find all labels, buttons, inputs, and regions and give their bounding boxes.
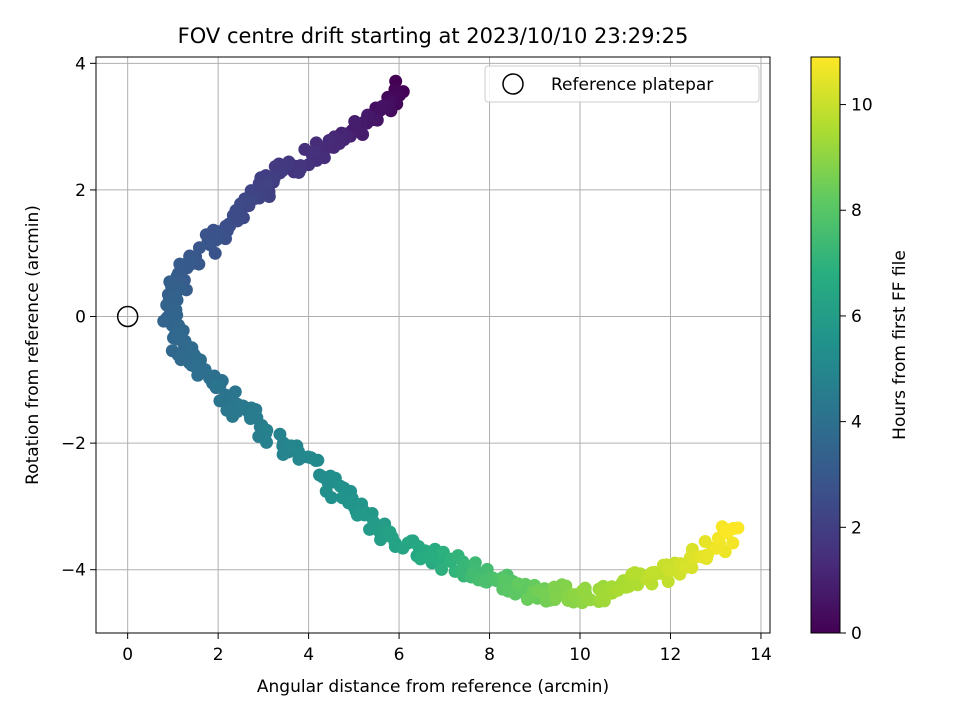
data-point xyxy=(413,552,427,566)
colorbar-tick-label: 6 xyxy=(851,307,862,327)
data-point xyxy=(508,587,522,601)
data-point xyxy=(711,541,725,555)
y-tick-label: 0 xyxy=(75,308,86,328)
colorbar-tick-label: 0 xyxy=(851,624,862,644)
data-point xyxy=(726,536,740,550)
data-point xyxy=(273,427,287,441)
data-point xyxy=(311,453,325,467)
colorbar-tick-label: 8 xyxy=(851,201,862,221)
data-point xyxy=(292,165,306,179)
data-point xyxy=(698,535,712,549)
data-point xyxy=(192,241,206,255)
y-tick-label: −2 xyxy=(61,434,86,454)
x-axis-ticks: 0 2 4 6 8 10 12 14 xyxy=(122,633,772,665)
data-point xyxy=(423,550,437,564)
legend-box xyxy=(484,65,760,103)
data-point xyxy=(259,435,273,449)
legend-entry-label: Reference platepar xyxy=(551,75,713,95)
data-point xyxy=(550,590,564,604)
data-point xyxy=(645,566,659,580)
reference-point-marker xyxy=(116,305,139,328)
data-point xyxy=(547,580,561,594)
data-point xyxy=(511,577,525,591)
data-point xyxy=(324,491,338,505)
data-point xyxy=(291,445,305,459)
data-point xyxy=(727,522,741,536)
colorbar-tick-label: 2 xyxy=(851,518,862,538)
data-point xyxy=(498,573,512,587)
data-point xyxy=(575,584,589,598)
data-point xyxy=(276,447,290,461)
data-point xyxy=(213,394,227,408)
data-point xyxy=(260,176,274,190)
data-point xyxy=(348,114,362,128)
y-axis-label: Rotation from reference (arcmin) xyxy=(23,205,43,485)
data-point xyxy=(356,128,370,142)
data-point xyxy=(435,562,449,576)
reference-marker-layer xyxy=(116,305,139,328)
chart-title: FOV centre drift starting at 2023/10/10 … xyxy=(178,24,689,48)
y-tick-label: 2 xyxy=(75,181,86,201)
x-tick-label: 12 xyxy=(660,645,682,665)
colorbar-ticks: 0 2 4 6 8 10 xyxy=(840,96,873,644)
plot-frame xyxy=(95,56,771,634)
colorbar-tick-label: 10 xyxy=(851,96,873,116)
x-tick-label: 0 xyxy=(122,645,133,665)
data-point xyxy=(661,575,675,589)
colorbar-label: Hours from first FF file xyxy=(890,250,910,440)
legend-reference-marker xyxy=(502,73,524,95)
data-point xyxy=(229,204,243,218)
x-tick-label: 14 xyxy=(750,645,772,665)
x-tick-label: 4 xyxy=(303,645,314,665)
data-point xyxy=(538,588,552,602)
y-tick-label: 4 xyxy=(75,54,86,74)
data-point xyxy=(322,134,336,148)
colorbar-tick-label: 4 xyxy=(851,413,862,433)
x-axis-label: Angular distance from reference (arcmin) xyxy=(257,677,609,697)
x-tick-label: 8 xyxy=(484,645,495,665)
data-point xyxy=(306,145,320,159)
data-point xyxy=(628,566,642,580)
colorbar xyxy=(810,56,841,634)
data-point xyxy=(383,525,397,539)
data-point xyxy=(184,254,198,268)
data-point xyxy=(210,378,224,392)
data-point xyxy=(244,412,258,426)
data-point xyxy=(260,423,274,437)
data-point xyxy=(228,385,242,399)
y-axis-ticks: −4 −2 0 2 4 xyxy=(61,54,96,581)
data-point xyxy=(361,108,375,122)
legend: Reference platepar xyxy=(484,65,760,103)
scatter-points xyxy=(157,74,745,610)
x-tick-label: 10 xyxy=(569,645,591,665)
data-point xyxy=(685,561,699,575)
x-tick-label: 2 xyxy=(213,645,224,665)
data-point xyxy=(375,99,389,113)
y-tick-label: −4 xyxy=(61,561,86,581)
x-tick-label: 6 xyxy=(394,645,405,665)
